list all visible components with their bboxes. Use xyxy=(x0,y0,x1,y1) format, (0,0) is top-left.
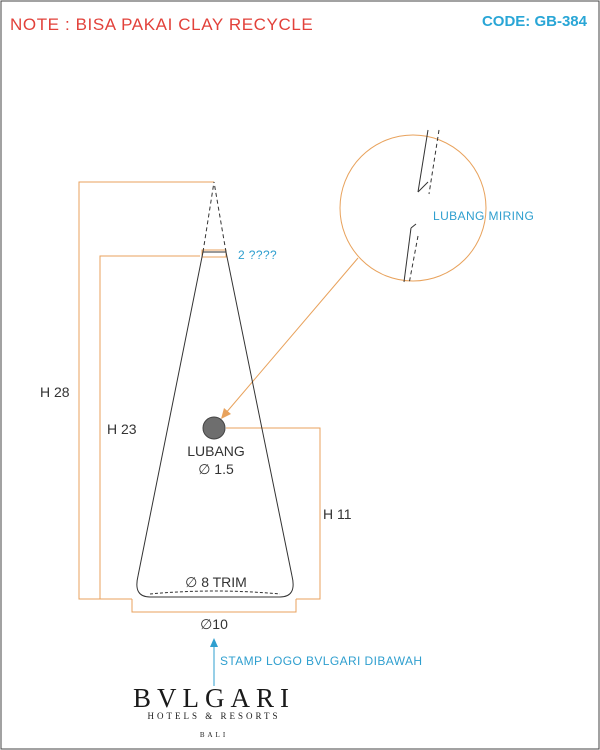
logo-location: BALI xyxy=(200,731,228,739)
detail-wall-dashed-lower xyxy=(408,235,419,285)
cone-tip-right xyxy=(213,181,227,253)
dimension-line-base xyxy=(131,599,297,613)
height-hole-label: H 11 xyxy=(323,506,352,522)
detail-leader xyxy=(224,257,359,415)
detail-wall-notch-lower xyxy=(410,223,417,229)
detail-label: LUBANG MIRING xyxy=(433,209,534,223)
detail-slanted-hole xyxy=(403,129,440,285)
note-text: NOTE : BISA PAKAI CLAY RECYCLE xyxy=(10,15,313,34)
bvlgari-logo: BVLGARI HOTELS & RESORTS BALI xyxy=(133,683,295,739)
cone-outline xyxy=(136,181,294,598)
stamp-arrow-head xyxy=(210,638,218,647)
base-diameter-label: ∅10 xyxy=(200,616,228,632)
dimension-line-h28 xyxy=(78,181,214,600)
detail-wall-dashed-upper xyxy=(428,129,440,195)
logo-tagline: HOTELS & RESORTS xyxy=(148,711,281,721)
hole-marker xyxy=(202,416,226,440)
stamp-note: STAMP LOGO BVLGARI DIBAWAH xyxy=(220,654,422,668)
trim-diameter-label: ∅ 8 TRIM xyxy=(185,574,247,590)
dimension-line-h11 xyxy=(226,427,321,600)
detail-wall-left-lower xyxy=(403,227,412,283)
cone-body xyxy=(136,251,294,598)
hole-name-label: LUBANG xyxy=(187,443,245,459)
product-code: CODE: GB-384 xyxy=(482,13,588,30)
height-total-label: H 28 xyxy=(40,384,70,400)
trim-line xyxy=(149,590,281,595)
detail-leader-arrowhead xyxy=(221,408,231,419)
tip-trim-marker xyxy=(201,249,227,258)
detail-circle xyxy=(339,134,487,282)
dimension-lines xyxy=(78,134,487,613)
hole-diameter-label: ∅ 1.5 xyxy=(198,461,234,477)
height-body-label: H 23 xyxy=(107,421,137,437)
cone-tip-left xyxy=(202,181,215,253)
detail-wall-left-upper xyxy=(417,129,429,193)
detail-wall-notch-upper xyxy=(417,181,429,193)
logo-brand: BVLGARI xyxy=(133,683,295,713)
dimension-line-h23 xyxy=(99,255,200,600)
tip-label: 2 ???? xyxy=(238,248,277,262)
